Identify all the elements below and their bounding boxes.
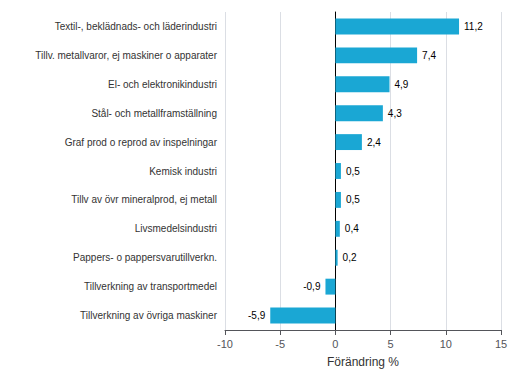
svg-text:El- och elektronikindustri: El- och elektronikindustri [108,79,217,90]
svg-text:0,4: 0,4 [345,223,359,234]
svg-text:0,5: 0,5 [346,194,360,205]
svg-text:Kemisk industri: Kemisk industri [149,166,217,177]
svg-text:-0,9: -0,9 [303,281,321,292]
svg-text:15: 15 [495,338,507,350]
svg-text:Textil-, beklädnads- och läder: Textil-, beklädnads- och läderindustri [55,21,217,32]
svg-text:7,4: 7,4 [422,50,436,61]
svg-text:-5: -5 [275,338,285,350]
svg-text:11,2: 11,2 [464,21,483,32]
svg-text:4,9: 4,9 [394,79,408,90]
svg-text:4,3: 4,3 [388,108,402,119]
svg-text:Stål- och metallframställning: Stål- och metallframställning [91,108,217,119]
svg-text:Förändring %: Förändring % [327,355,399,369]
svg-text:0,2: 0,2 [343,252,357,263]
svg-text:Tillv. metallvaror, ej maskine: Tillv. metallvaror, ej maskiner o appara… [35,50,217,61]
svg-text:Livsmedelsindustri: Livsmedelsindustri [135,223,217,234]
svg-text:Tillv av övr mineralprod, ej m: Tillv av övr mineralprod, ej metall [71,194,217,205]
svg-text:0: 0 [332,338,338,350]
svg-text:2,4: 2,4 [367,137,381,148]
svg-text:10: 10 [440,338,452,350]
svg-text:-10: -10 [217,338,233,350]
svg-text:Tillverkning av övriga maskine: Tillverkning av övriga maskiner [80,310,218,321]
svg-text:-5,9: -5,9 [248,310,266,321]
svg-text:0,5: 0,5 [346,166,360,177]
svg-text:Pappers- o pappersvarutillverk: Pappers- o pappersvarutillverkn. [73,252,217,263]
svg-text:5: 5 [388,338,394,350]
svg-text:Tillverkning av transportmedel: Tillverkning av transportmedel [84,281,217,292]
svg-text:Graf prod o reprod av inspelni: Graf prod o reprod av inspelningar [65,137,218,148]
